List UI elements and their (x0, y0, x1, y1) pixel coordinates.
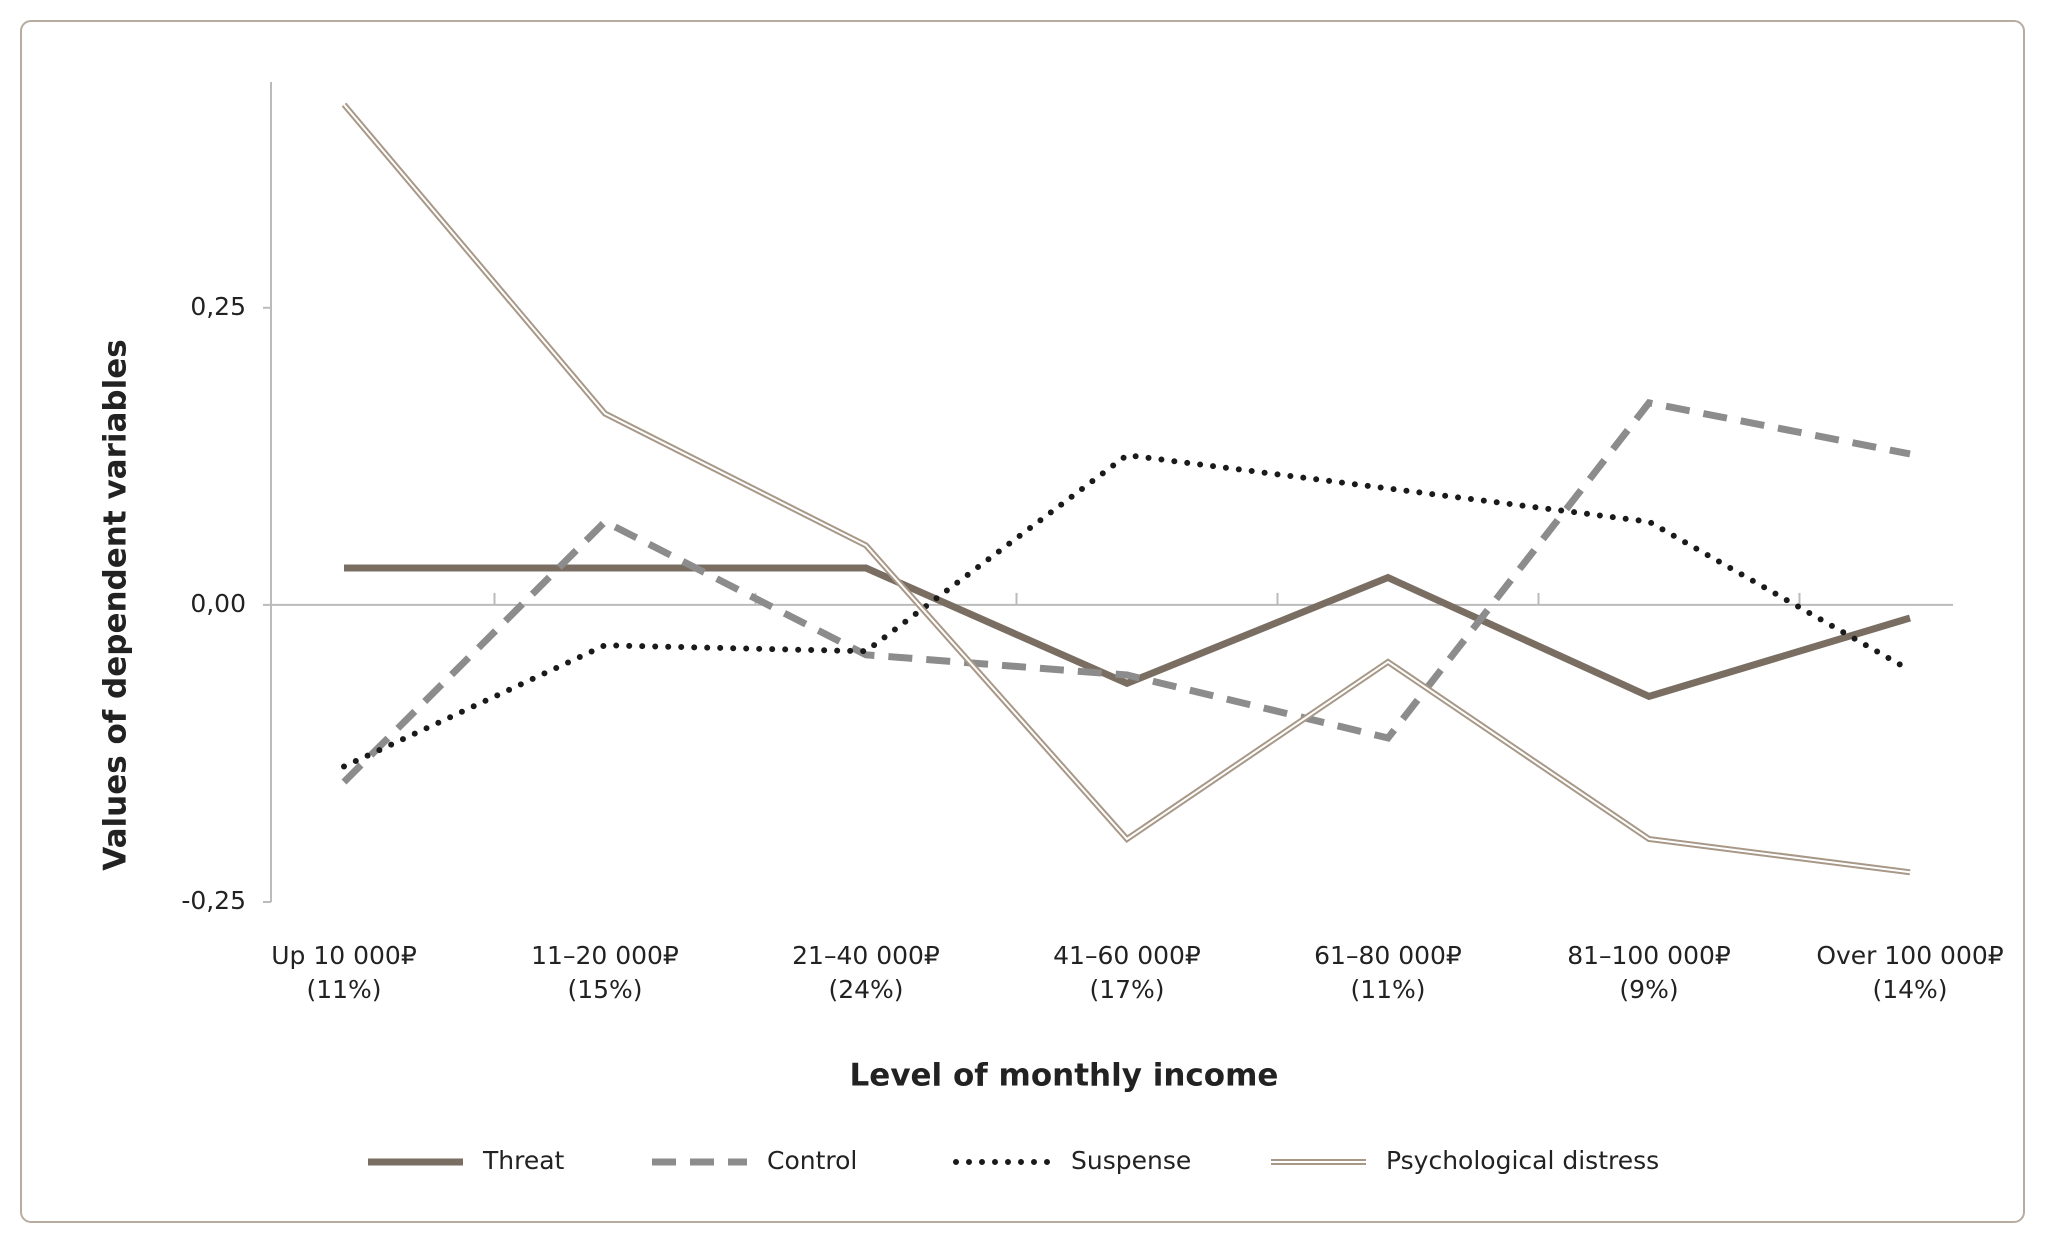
y-tick-label: 0,00 (190, 589, 246, 618)
y-axis-title: Values of dependent variables (98, 339, 134, 870)
x-tick-label: (14%) (1872, 975, 1947, 1004)
x-tick-label: (17%) (1089, 975, 1164, 1004)
y-tick-label: 0,25 (190, 292, 246, 321)
legend-label: Threat (482, 1146, 565, 1175)
series-line (341, 452, 1913, 770)
x-tick-label: Over 100 000₽ (1816, 941, 2003, 970)
x-tick-label: (9%) (1619, 975, 1678, 1004)
series-line (344, 564, 1912, 701)
series-line (341, 102, 1911, 876)
x-tick-label: 41–60 000₽ (1053, 941, 1201, 970)
legend-label: Control (767, 1146, 857, 1175)
x-tick-label: (24%) (828, 975, 903, 1004)
x-tick-label: (11%) (306, 975, 381, 1004)
x-tick-label: 11–20 000₽ (531, 941, 679, 970)
x-tick-label: Up 10 000₽ (271, 941, 417, 970)
series-line-inner (343, 103, 1911, 874)
y-tick-label: -0,25 (181, 886, 246, 915)
series-line (341, 399, 1911, 785)
x-tick-label: (11%) (1350, 975, 1425, 1004)
legend-label: Psychological distress (1386, 1146, 1659, 1175)
x-tick-label: 21–40 000₽ (792, 941, 940, 970)
frame (20, 20, 2025, 1223)
x-tick-label: (15%) (567, 975, 642, 1004)
x-axis-title: Level of monthly income (850, 1058, 1279, 1094)
legend-label: Suspense (1071, 1146, 1191, 1175)
x-tick-label: 61–80 000₽ (1314, 941, 1462, 970)
x-tick-label: 81–100 000₽ (1567, 941, 1731, 970)
